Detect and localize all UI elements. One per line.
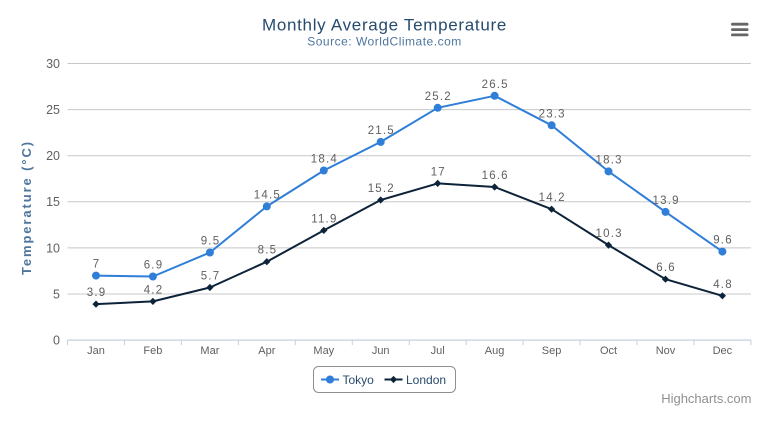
svg-text:16.6: 16.6 bbox=[482, 170, 509, 182]
svg-text:14.2: 14.2 bbox=[539, 192, 566, 204]
svg-text:14.5: 14.5 bbox=[254, 189, 281, 201]
svg-text:Mar: Mar bbox=[200, 345, 219, 357]
svg-text:5.7: 5.7 bbox=[201, 271, 221, 283]
svg-text:Temperature (°C): Temperature (°C) bbox=[19, 140, 34, 275]
svg-text:23.3: 23.3 bbox=[539, 108, 566, 120]
svg-text:17: 17 bbox=[431, 166, 446, 178]
svg-text:Sep: Sep bbox=[542, 345, 562, 357]
svg-text:Feb: Feb bbox=[143, 345, 162, 357]
svg-text:25.2: 25.2 bbox=[425, 91, 452, 103]
svg-text:20: 20 bbox=[46, 149, 60, 163]
svg-text:Jul: Jul bbox=[431, 345, 445, 357]
svg-text:Jan: Jan bbox=[87, 345, 105, 357]
svg-text:Aug: Aug bbox=[485, 345, 505, 357]
svg-text:6.9: 6.9 bbox=[144, 260, 164, 272]
svg-text:11.9: 11.9 bbox=[311, 213, 337, 225]
svg-text:18.3: 18.3 bbox=[596, 154, 623, 166]
svg-text:6.6: 6.6 bbox=[656, 262, 676, 274]
svg-text:Dec: Dec bbox=[713, 345, 733, 357]
svg-text:9.5: 9.5 bbox=[201, 236, 221, 248]
svg-text:0: 0 bbox=[53, 334, 60, 348]
svg-text:3.9: 3.9 bbox=[87, 287, 107, 299]
svg-text:5: 5 bbox=[53, 287, 60, 301]
svg-text:9.6: 9.6 bbox=[713, 235, 733, 247]
svg-text:15.2: 15.2 bbox=[368, 183, 395, 195]
svg-text:Nov: Nov bbox=[656, 345, 676, 357]
svg-text:Oct: Oct bbox=[600, 345, 617, 357]
svg-text:4.8: 4.8 bbox=[713, 279, 733, 291]
svg-text:Tokyo: Tokyo bbox=[343, 373, 375, 387]
svg-text:15: 15 bbox=[46, 195, 60, 209]
svg-text:13.9: 13.9 bbox=[653, 195, 680, 207]
svg-text:21.5: 21.5 bbox=[368, 125, 395, 137]
svg-text:Monthly Average Temperature: Monthly Average Temperature bbox=[262, 16, 507, 35]
svg-text:30: 30 bbox=[46, 57, 60, 71]
svg-text:Source: WorldClimate.com: Source: WorldClimate.com bbox=[307, 35, 462, 49]
svg-text:London: London bbox=[406, 373, 446, 387]
svg-text:25: 25 bbox=[46, 103, 60, 117]
svg-text:4.2: 4.2 bbox=[144, 284, 164, 296]
svg-text:May: May bbox=[313, 345, 334, 357]
svg-text:10.3: 10.3 bbox=[596, 228, 623, 240]
svg-text:Jun: Jun bbox=[372, 345, 390, 357]
svg-text:18.4: 18.4 bbox=[311, 154, 338, 166]
svg-text:8.5: 8.5 bbox=[258, 245, 278, 257]
svg-text:10: 10 bbox=[46, 241, 60, 255]
svg-text:Apr: Apr bbox=[258, 345, 275, 357]
svg-text:Highcharts.com: Highcharts.com bbox=[661, 391, 751, 406]
svg-text:7: 7 bbox=[93, 259, 101, 271]
svg-text:26.5: 26.5 bbox=[482, 79, 509, 91]
